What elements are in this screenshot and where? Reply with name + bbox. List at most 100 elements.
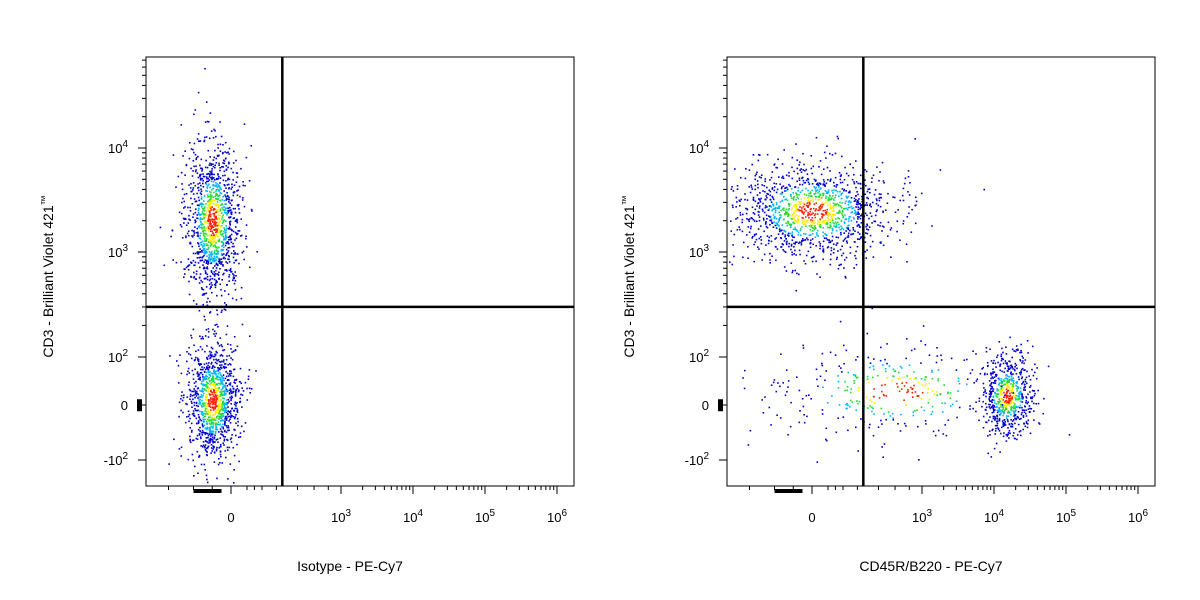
- event-dot: [214, 434, 216, 437]
- event-dot: [825, 182, 828, 185]
- event-dot: [769, 194, 771, 197]
- event-dot: [947, 391, 949, 394]
- event-dot: [1016, 385, 1019, 388]
- event-dot: [179, 354, 181, 356]
- event-dot: [828, 194, 831, 197]
- event-dot: [808, 192, 810, 195]
- event-dot: [217, 389, 219, 391]
- event-dot: [202, 213, 204, 215]
- event-dot: [212, 380, 214, 382]
- y-dense-ticks: [718, 399, 723, 412]
- event-dot: [791, 239, 794, 241]
- event-dot: [849, 252, 852, 254]
- event-dot: [792, 192, 794, 194]
- event-dot: [194, 465, 196, 468]
- event-dot: [224, 141, 227, 144]
- event-dot: [1019, 406, 1021, 409]
- event-dot: [210, 235, 213, 238]
- event-dot: [197, 212, 200, 214]
- event-dot: [751, 188, 754, 190]
- event-dot: [189, 435, 191, 438]
- event-dot: [190, 431, 193, 433]
- event-dot: [934, 434, 937, 437]
- event-dot: [235, 299, 238, 301]
- event-dot: [808, 202, 810, 204]
- event-dot: [795, 199, 797, 201]
- event-dot: [230, 395, 233, 398]
- event-dot: [771, 255, 773, 257]
- event-dot: [872, 174, 875, 177]
- event-dot: [803, 414, 805, 416]
- event-dot: [213, 260, 216, 263]
- event-dot: [812, 196, 814, 199]
- event-dot: [901, 367, 903, 369]
- event-dot: [222, 208, 224, 211]
- event-dot: [924, 344, 927, 346]
- event-dot: [811, 260, 814, 263]
- event-dot: [796, 241, 798, 243]
- event-dot: [1010, 402, 1012, 405]
- event-dot: [889, 415, 892, 417]
- event-dot: [185, 402, 187, 405]
- event-dot: [998, 406, 1000, 409]
- event-dot: [225, 392, 227, 395]
- event-dot: [746, 199, 749, 201]
- event-dot: [993, 415, 995, 418]
- event-dot: [200, 177, 203, 180]
- event-dot: [205, 240, 207, 242]
- event-dot: [206, 422, 208, 424]
- event-dot: [206, 403, 208, 406]
- event-dot: [229, 216, 232, 218]
- event-dot: [908, 194, 911, 196]
- event-dot: [205, 159, 207, 162]
- event-dot: [997, 393, 999, 396]
- event-dot: [222, 402, 224, 404]
- event-dot: [927, 388, 930, 390]
- event-dot: [988, 403, 990, 406]
- event-dot: [213, 461, 216, 463]
- event-dot: [998, 398, 1000, 400]
- event-dot: [207, 196, 209, 198]
- event-dot: [793, 222, 796, 225]
- event-dot: [219, 226, 222, 228]
- event-dot: [195, 200, 198, 203]
- event-dot: [833, 222, 835, 225]
- event-dot: [213, 446, 215, 448]
- event-dot: [208, 215, 210, 218]
- event-dot: [1012, 402, 1015, 404]
- event-dot: [841, 192, 844, 194]
- event-dot: [213, 278, 216, 281]
- event-dot: [235, 237, 238, 240]
- event-dot: [932, 430, 935, 433]
- event-dot: [1028, 411, 1031, 413]
- event-dot: [227, 429, 229, 432]
- event-dot: [966, 383, 968, 386]
- event-dot: [827, 214, 830, 217]
- event-dot: [1008, 400, 1010, 403]
- event-dot: [218, 257, 220, 260]
- event-dot: [216, 392, 218, 394]
- event-dot: [225, 165, 228, 167]
- event-dot: [211, 170, 213, 172]
- event-dot: [206, 276, 209, 278]
- event-dot: [781, 233, 784, 235]
- event-dot: [881, 225, 884, 227]
- event-dot: [803, 221, 806, 223]
- event-dot: [202, 416, 205, 419]
- event-dot: [878, 199, 881, 202]
- event-dot: [838, 211, 840, 213]
- event-dot: [753, 234, 756, 237]
- event-dot: [220, 212, 223, 214]
- event-dot: [206, 208, 209, 210]
- event-dot: [871, 410, 873, 413]
- event-dot: [841, 202, 843, 204]
- event-dot: [999, 369, 1001, 372]
- event-dot: [220, 433, 222, 435]
- event-dot: [224, 416, 227, 418]
- event-dot: [848, 218, 850, 220]
- event-dot: [228, 389, 231, 392]
- event-dot: [1001, 357, 1003, 360]
- event-dot: [784, 231, 787, 233]
- event-dot: [798, 242, 800, 245]
- event-dot: [791, 166, 793, 169]
